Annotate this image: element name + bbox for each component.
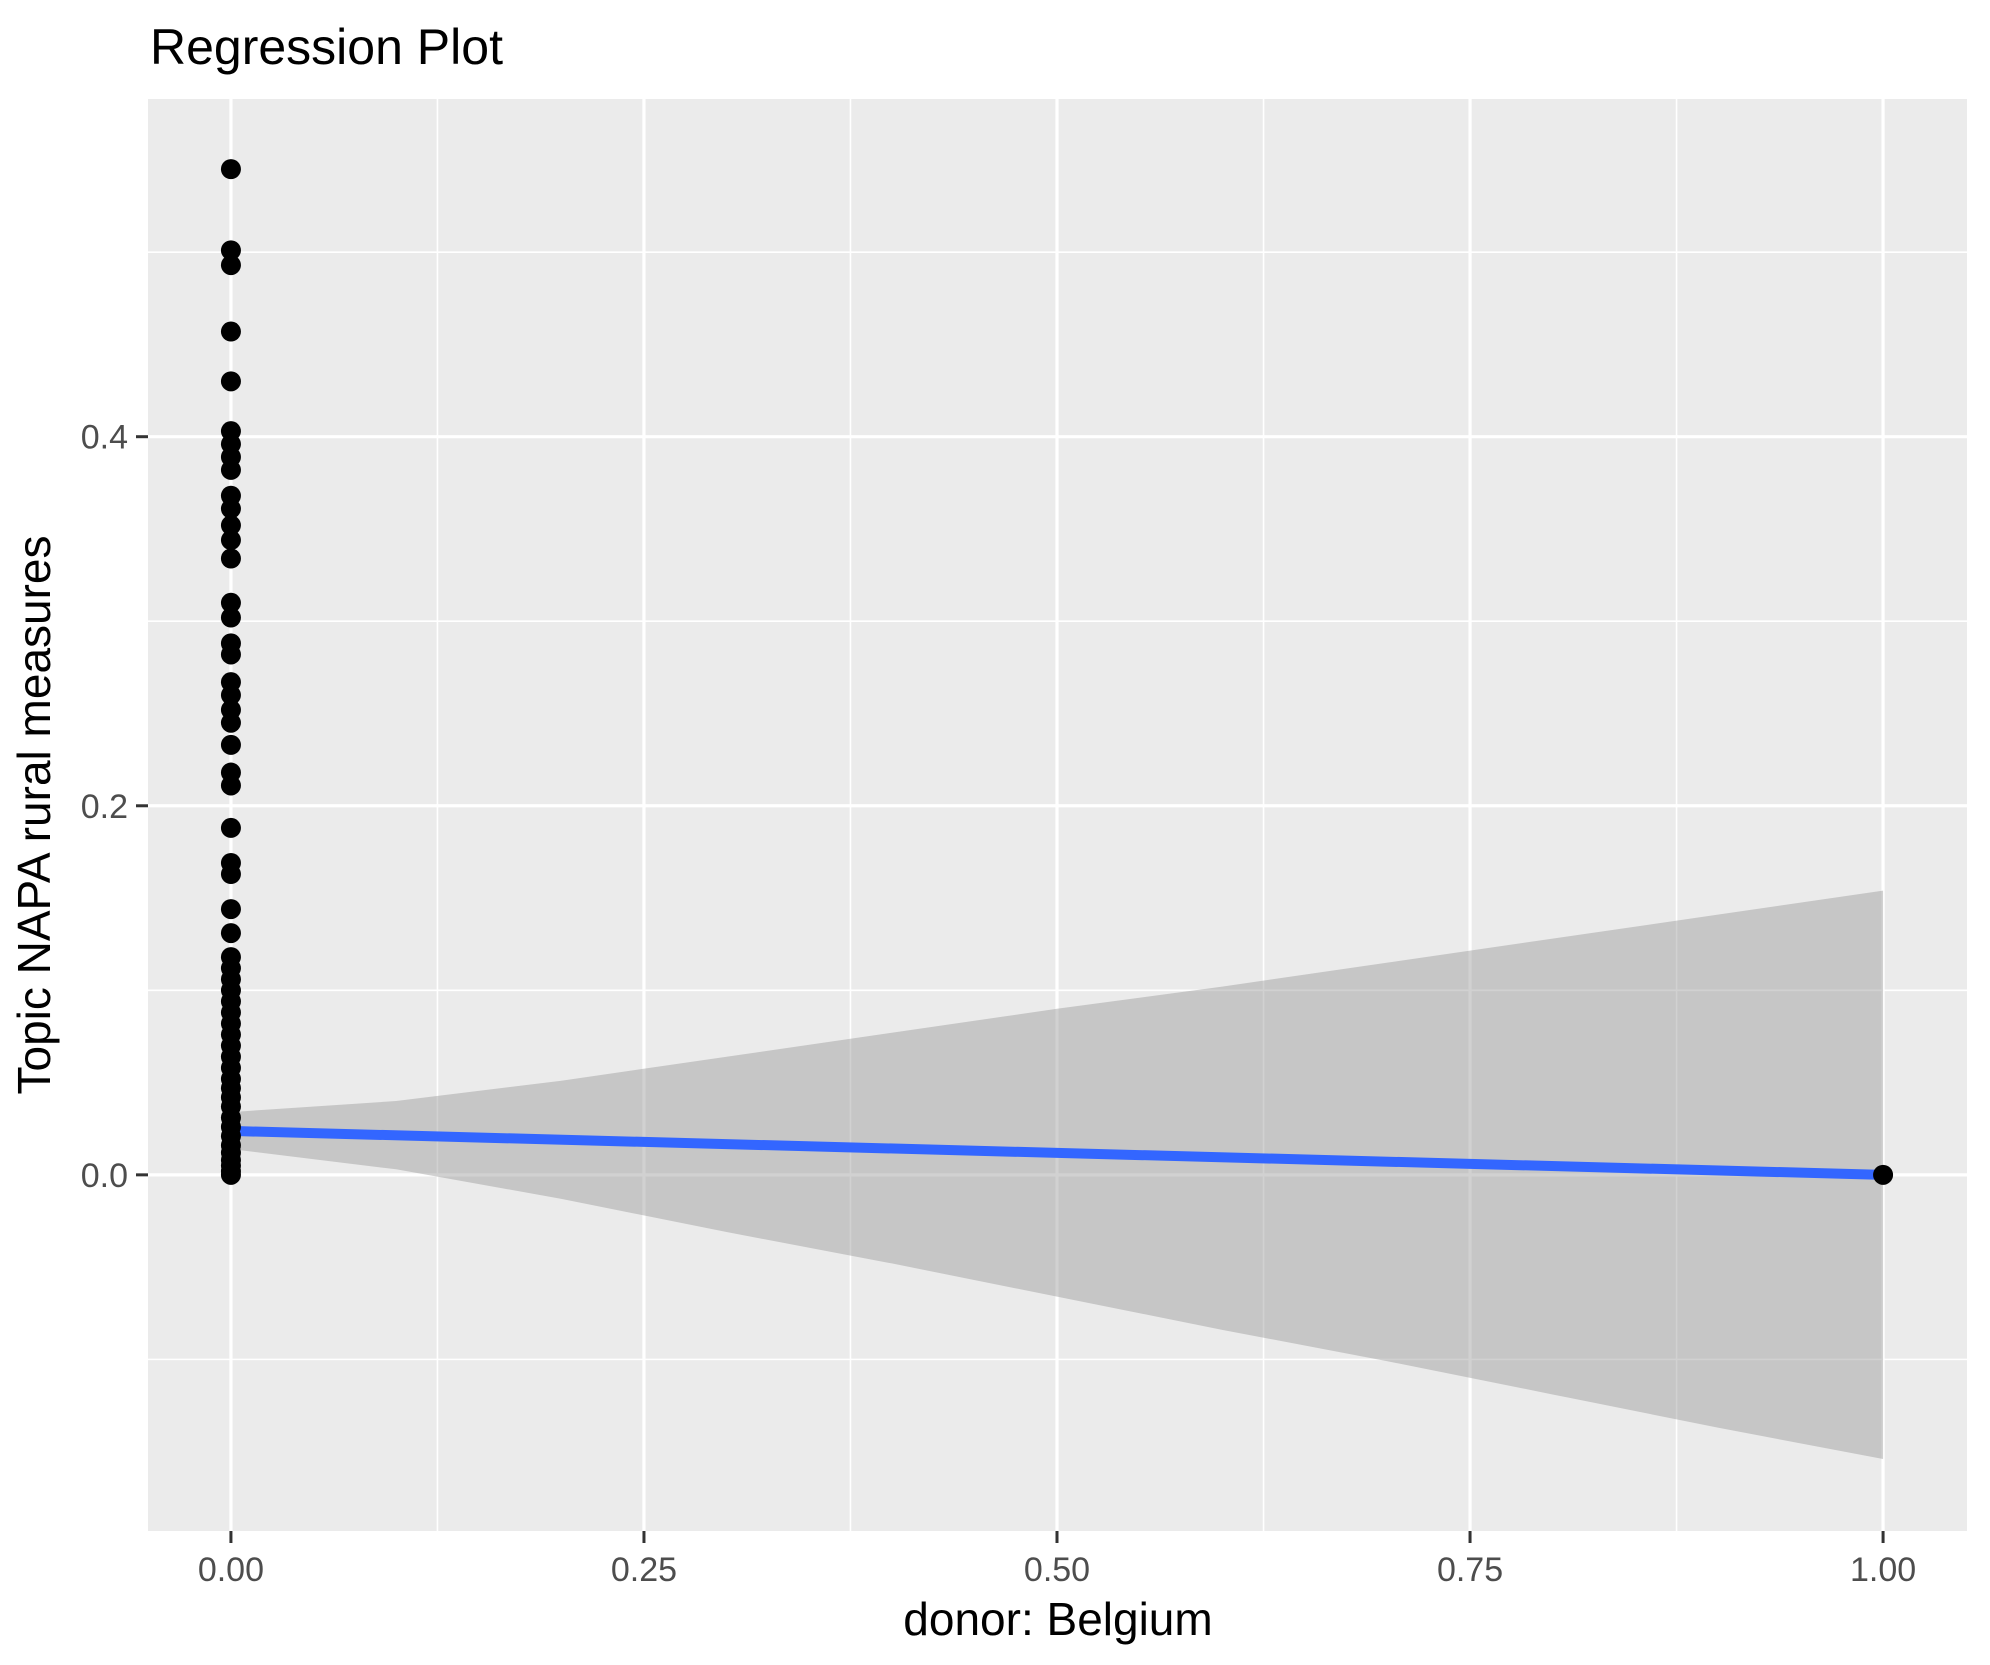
regression-line: [230, 1125, 1884, 1180]
data-point: [220, 775, 241, 796]
data-point: [220, 459, 241, 480]
data-point: [220, 240, 241, 261]
data-point: [220, 321, 241, 342]
x-axis-title: donor: Belgium: [903, 1593, 1213, 1645]
x-tick-label: 1.00: [1850, 1551, 1916, 1589]
data-point: [220, 592, 241, 613]
confidence-band: [230, 890, 1884, 1460]
x-tick-label: 0.00: [198, 1551, 264, 1589]
data-point: [220, 530, 241, 551]
data-point: [220, 607, 241, 628]
data-point: [220, 1164, 241, 1185]
data-point: [220, 159, 241, 180]
data-point: [1873, 1164, 1894, 1185]
x-tick-label: 0.25: [611, 1551, 677, 1589]
y-tick-label: 0.2: [81, 788, 128, 826]
data-point: [220, 734, 241, 755]
data-point: [220, 515, 241, 536]
data-point: [220, 864, 241, 885]
plot-title: Regression Plot: [150, 19, 503, 75]
data-point: [220, 548, 241, 569]
data-point: [220, 817, 241, 838]
data-point: [220, 899, 241, 920]
data-point: [220, 923, 241, 944]
x-tick-label: 0.75: [1437, 1551, 1503, 1589]
data-point: [220, 712, 241, 733]
data-point: [220, 371, 241, 392]
y-axis-title: Topic NAPA rural measures: [8, 535, 60, 1095]
x-tick-label: 0.50: [1024, 1551, 1090, 1589]
y-tick-label: 0.4: [81, 419, 128, 457]
data-point: [220, 685, 241, 706]
data-point: [220, 644, 241, 665]
y-tick-label: 0.0: [81, 1157, 128, 1195]
data-point: [220, 255, 241, 276]
data-point: [220, 498, 241, 519]
